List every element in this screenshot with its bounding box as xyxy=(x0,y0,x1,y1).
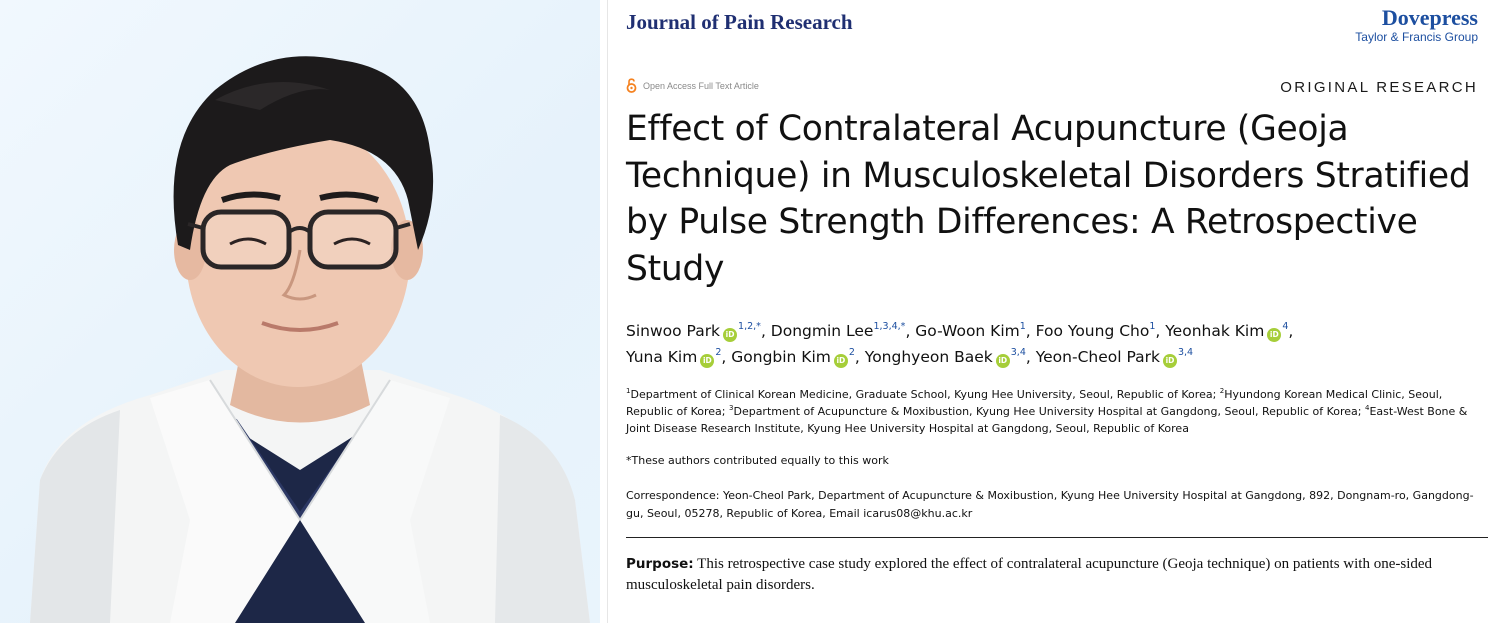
coat-lapel-left xyxy=(150,380,300,623)
abstract-label: Purpose: xyxy=(626,556,694,572)
affiliation-number: 3 xyxy=(729,404,734,412)
correspondence: Correspondence: Yeon-Cheol Park, Departm… xyxy=(626,489,1474,520)
author-name: Gongbin Kim xyxy=(731,348,831,366)
author-name: Sinwoo Park xyxy=(626,322,721,340)
author-separator: , xyxy=(854,348,865,366)
affiliation-text: Department of Clinical Korean Medicine, … xyxy=(630,388,1220,401)
journal-name: Journal of Pain Research xyxy=(626,10,853,34)
author-separator: , xyxy=(905,322,916,340)
author-separator: , xyxy=(721,348,732,366)
coat-lapel-right xyxy=(300,380,450,623)
author-separator: , xyxy=(1025,322,1036,340)
author-name: Yonghyeon Baek xyxy=(864,348,993,366)
orcid-icon[interactable]: iD xyxy=(1267,328,1282,342)
author-separator: , xyxy=(760,322,771,340)
author-name: Go-Woon Kim xyxy=(915,322,1020,340)
author-list: Sinwoo Park iD1,2,*, Dongmin Lee1,3,4,*, … xyxy=(626,318,1486,370)
open-access-icon xyxy=(626,78,637,93)
author-name: Yeonhak Kim xyxy=(1165,322,1265,340)
publisher-group: Taylor & Francis Group xyxy=(1355,30,1478,44)
affiliation-number: 2 xyxy=(1219,387,1225,395)
article-type: ORIGINAL RESEARCH xyxy=(1280,79,1478,96)
portrait-illustration xyxy=(30,56,590,623)
author-affiliation-marker[interactable]: 3,4 xyxy=(1010,347,1026,358)
author-affiliation-marker[interactable]: 1,3,4,* xyxy=(873,321,906,332)
portrait-photo xyxy=(0,0,600,623)
author-affiliation-marker[interactable]: 4 xyxy=(1282,321,1289,332)
abstract-divider xyxy=(626,537,1488,538)
affiliation-number: 4 xyxy=(1365,404,1370,412)
publisher-name: Dovepress xyxy=(1381,5,1478,30)
author-name: Dongmin Lee xyxy=(770,322,874,340)
affiliations: 1Department of Clinical Korean Medicine,… xyxy=(626,386,1488,437)
mouth xyxy=(261,321,339,332)
affiliation-text: East-West Bone & Joint Disease Research … xyxy=(626,405,1468,435)
author-separator: , xyxy=(1288,322,1294,340)
author-affiliation-marker[interactable]: 1 xyxy=(1019,321,1026,332)
author-affiliation-marker[interactable]: 3,4 xyxy=(1177,347,1194,358)
article-title: Effect of Contralateral Acupuncture (Geo… xyxy=(626,109,1471,289)
orcid-icon[interactable]: iD xyxy=(700,354,715,368)
author-affiliation-marker[interactable]: 2 xyxy=(848,347,855,358)
author-separator: , xyxy=(1025,348,1036,366)
author-name: Foo Young Cho xyxy=(1035,322,1150,340)
open-access-label: Open Access Full Text Article xyxy=(643,80,759,91)
abstract-text: This retrospective case study explored t… xyxy=(626,556,1433,593)
open-access-badge: Open Access Full Text Article xyxy=(626,78,759,93)
orcid-icon[interactable]: iD xyxy=(723,328,738,342)
affiliation-text: Department of Acupuncture & Moxibustion,… xyxy=(733,405,1365,418)
orcid-icon[interactable]: iD xyxy=(995,354,1010,368)
author-affiliation-marker[interactable]: 1 xyxy=(1149,321,1156,332)
author-separator: , xyxy=(1155,322,1166,340)
abstract: Purpose: This retrospective case study e… xyxy=(626,554,1488,596)
orcid-icon[interactable]: iD xyxy=(833,354,848,368)
author-name: Yuna Kim xyxy=(626,348,698,366)
equal-contribution-note: *These authors contributed equally to th… xyxy=(626,454,889,467)
author-affiliation-marker[interactable]: 1,2,* xyxy=(738,321,761,332)
author-name: Yeon-Cheol Park xyxy=(1035,348,1160,366)
publisher-logo: Dovepress Taylor & Francis Group xyxy=(1355,5,1478,45)
affiliation-text: Hyundong Korean Medical Clinic, Seoul, R… xyxy=(626,388,1443,418)
affiliation-number: 1 xyxy=(626,387,631,395)
orcid-icon[interactable]: iD xyxy=(1162,354,1177,368)
author-affiliation-marker[interactable]: 2 xyxy=(715,347,722,358)
paper-first-page: Journal of Pain Research Dovepress Taylo… xyxy=(607,0,1495,623)
